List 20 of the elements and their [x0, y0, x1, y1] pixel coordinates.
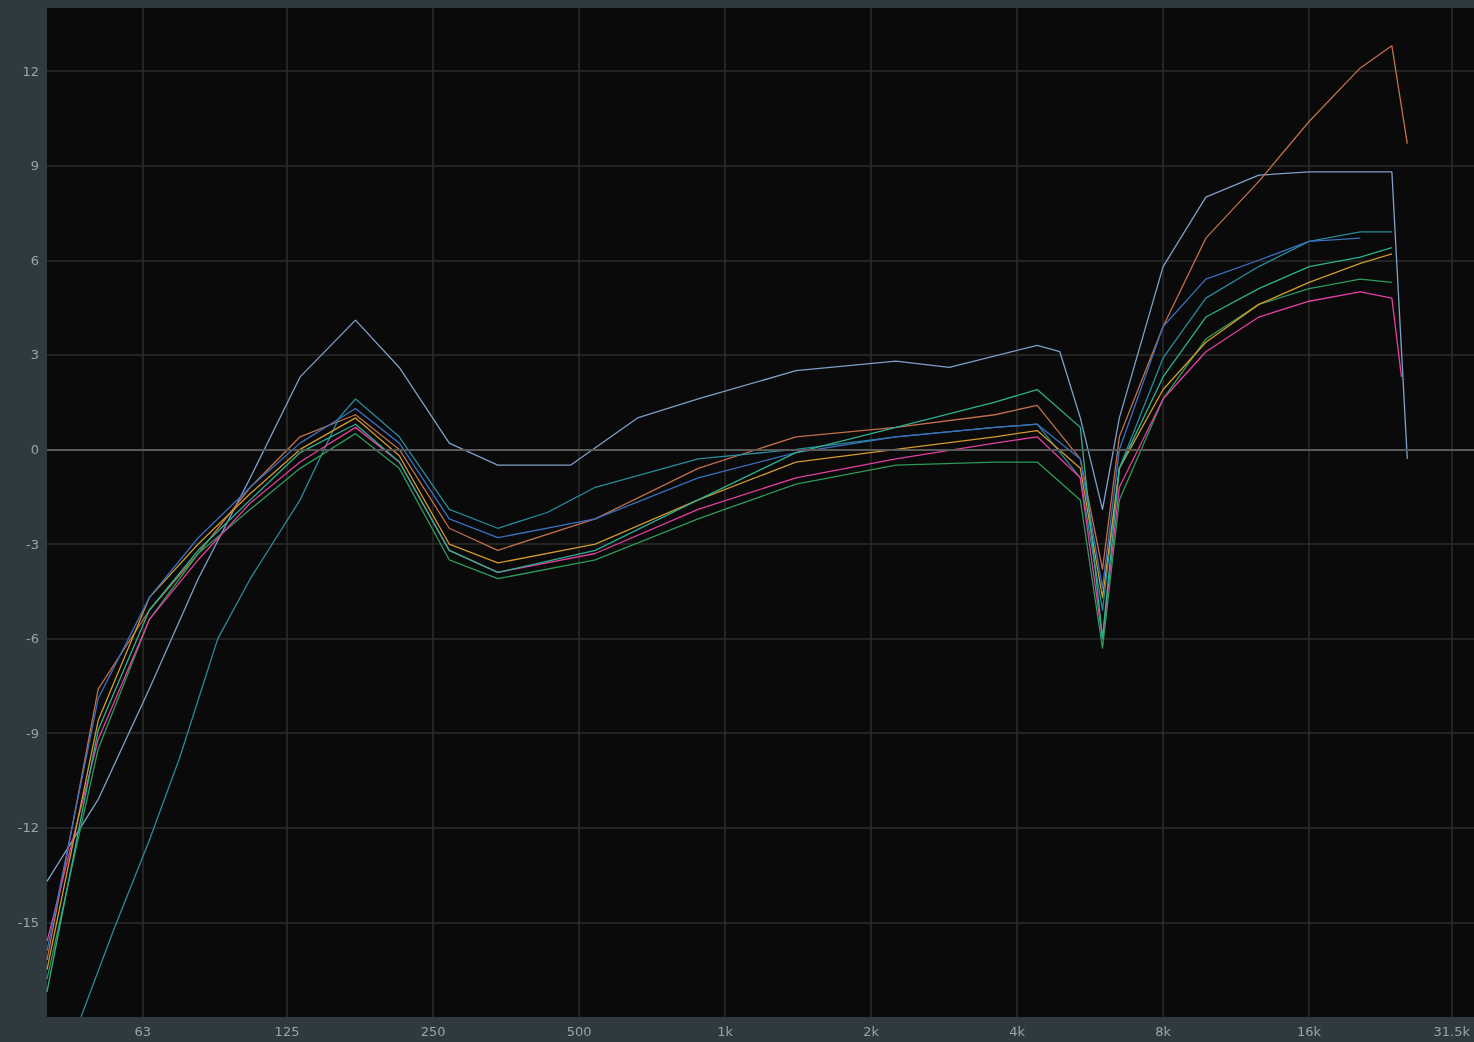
- x-tick-label: 250: [420, 1024, 446, 1039]
- y-tick-label: 12: [22, 63, 39, 79]
- y-tick-label: -9: [26, 725, 39, 741]
- y-tick-label: -15: [17, 914, 39, 930]
- x-tick-label: 4k: [1009, 1024, 1026, 1039]
- x-tick-label: 2k: [863, 1024, 880, 1039]
- y-tick-label: 6: [30, 252, 39, 268]
- y-tick-label: 9: [30, 158, 39, 174]
- x-tick-label: 31.5k: [1433, 1024, 1471, 1039]
- y-tick-label: 0: [30, 441, 39, 457]
- x-tick-label: 500: [566, 1024, 592, 1039]
- y-tick-label: -6: [26, 631, 39, 647]
- x-tick-label: 125: [274, 1024, 300, 1039]
- x-tick-label: 1k: [717, 1024, 734, 1039]
- x-tick-label: 16k: [1297, 1024, 1322, 1039]
- x-tick-label: 63: [134, 1024, 151, 1039]
- y-tick-label: -12: [17, 820, 39, 836]
- y-tick-label: -3: [26, 536, 39, 552]
- x-tick-label: 8k: [1155, 1024, 1172, 1039]
- y-tick-label: 3: [30, 347, 39, 363]
